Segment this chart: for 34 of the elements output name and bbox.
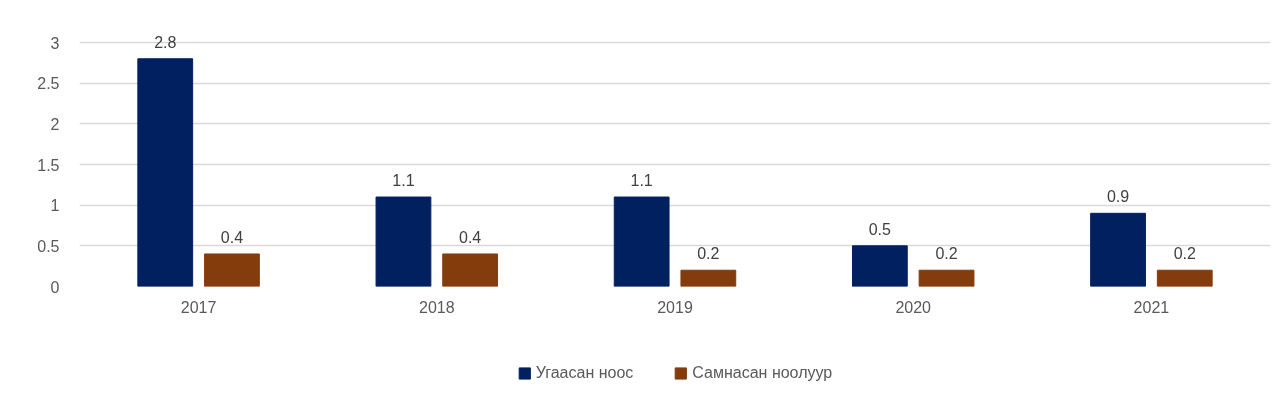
bar xyxy=(204,253,260,287)
bar xyxy=(137,58,194,287)
bar xyxy=(375,196,432,287)
y-tick-label: 3 xyxy=(50,34,60,52)
y-tick-label: 2 xyxy=(50,115,60,133)
data-label: 0.5 xyxy=(868,220,892,238)
bar xyxy=(1090,212,1146,287)
y-tick-label: 1.5 xyxy=(37,156,60,174)
data-label: 1.1 xyxy=(392,172,415,190)
x-tick-label: 2017 xyxy=(180,298,217,316)
data-label: 0.2 xyxy=(935,245,958,263)
data-label: 0.9 xyxy=(1106,188,1130,206)
bar xyxy=(851,245,908,287)
bar xyxy=(1156,269,1213,287)
bar xyxy=(613,196,670,287)
legend-label: Самнасан ноолуур xyxy=(692,364,833,382)
legend-label: Угаасан ноос xyxy=(535,364,634,382)
data-label: 1.1 xyxy=(630,172,653,190)
bar xyxy=(680,269,737,287)
y-tick-label: 0 xyxy=(50,278,60,296)
y-tick-label: 2.5 xyxy=(37,75,60,93)
y-tick-label: 1 xyxy=(50,197,60,215)
bar xyxy=(442,253,499,287)
bar xyxy=(918,269,975,287)
data-label: 0.4 xyxy=(220,228,244,246)
x-tick-label: 2021 xyxy=(1133,298,1170,316)
x-tick-label: 2020 xyxy=(895,298,932,316)
data-label: 0.2 xyxy=(1173,245,1196,263)
data-label: 0.2 xyxy=(697,245,720,263)
data-label: 2.8 xyxy=(154,33,177,51)
x-tick-label: 2018 xyxy=(419,298,455,316)
y-tick-label: 0.5 xyxy=(37,237,60,255)
data-label: 0.4 xyxy=(459,228,482,246)
x-tick-label: 2019 xyxy=(657,298,693,316)
